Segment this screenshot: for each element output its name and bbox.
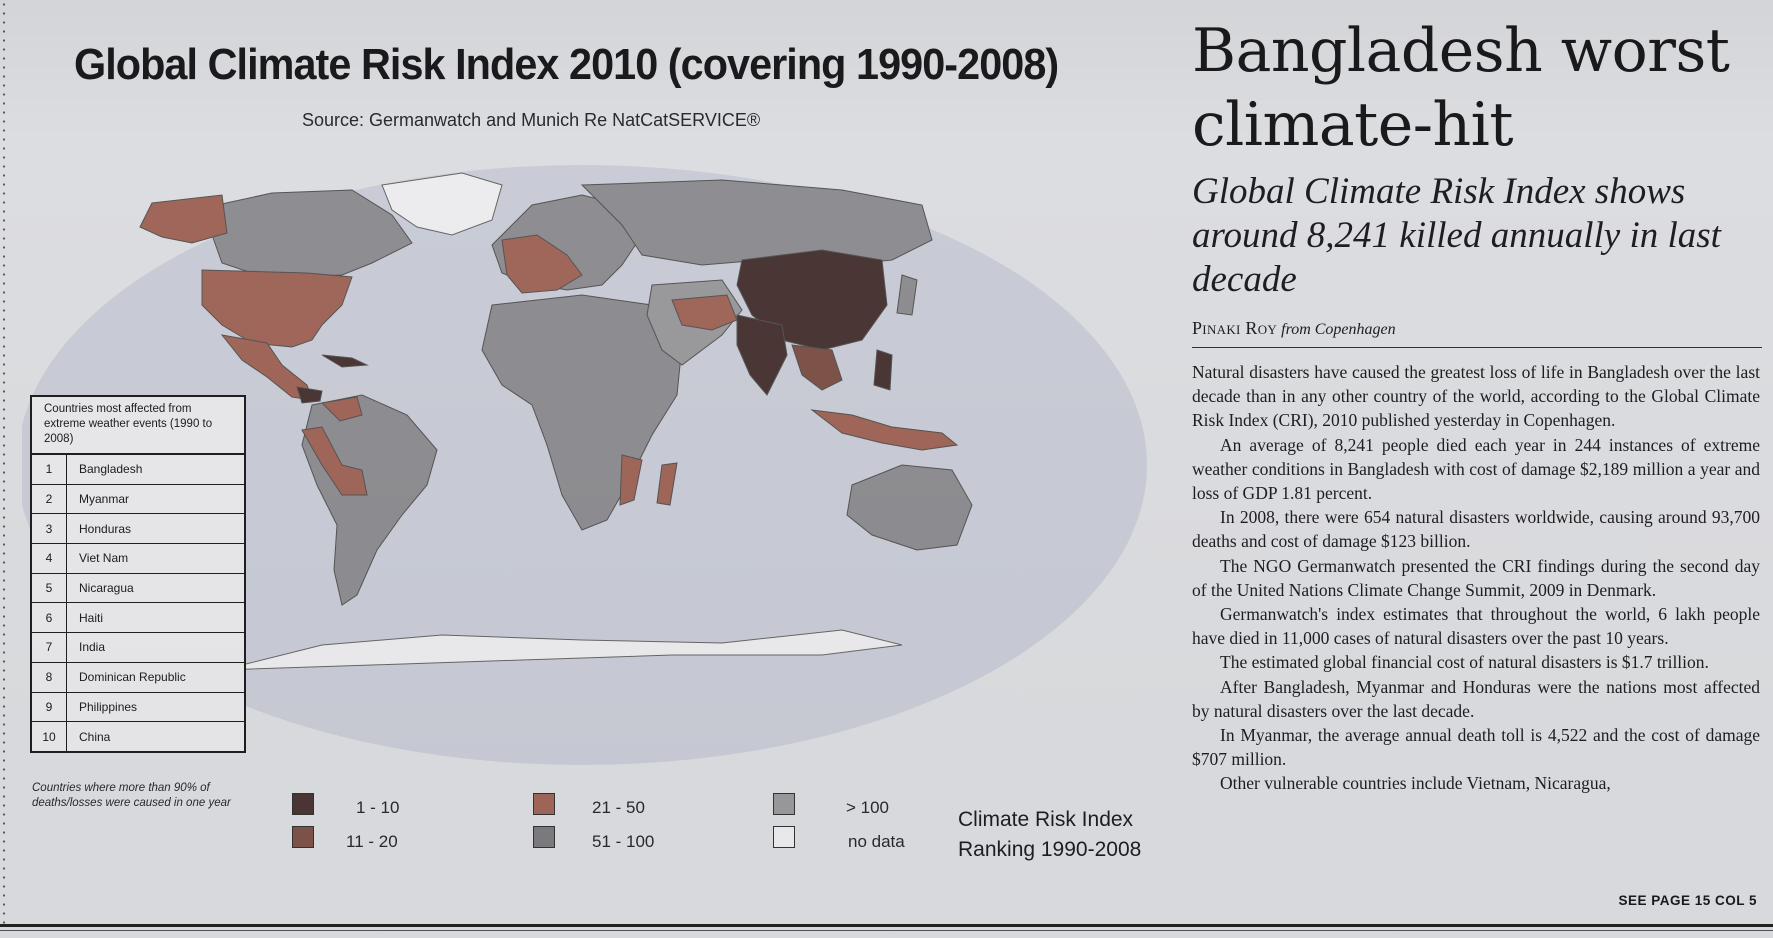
rank-number: 10	[32, 722, 67, 751]
legend-swatch	[292, 793, 314, 815]
article-paragraph: Other vulnerable countries include Vietn…	[1220, 773, 1611, 794]
venezuela	[320, 396, 363, 422]
mozambique	[619, 454, 643, 506]
rank-country: Bangladesh	[79, 462, 143, 477]
rank-number: 2	[32, 484, 67, 514]
honduras	[296, 386, 323, 404]
west-europe	[501, 234, 583, 294]
legend-swatch	[533, 793, 555, 815]
south-america	[301, 394, 438, 606]
legend-swatch	[292, 826, 314, 848]
alaska	[139, 194, 228, 244]
india	[736, 314, 788, 396]
rank-row: 5 Nicaragua	[32, 573, 244, 604]
graphic-title: Global Climate Risk Index 2010 (covering…	[74, 40, 1059, 89]
continued-note: SEE PAGE 15 COL 5	[1618, 893, 1757, 908]
rank-number: 8	[32, 662, 67, 692]
rank-row: 10 China	[32, 722, 244, 751]
ranking-header: Countries most affected from extreme wea…	[32, 397, 244, 455]
legend-title-line1: Climate Risk Index	[958, 808, 1134, 831]
rank-row: 9 Philippines	[32, 692, 244, 723]
madagascar	[656, 462, 678, 506]
bottom-rule-thin	[0, 930, 1773, 931]
legend-label: 1 - 10	[356, 798, 400, 817]
legend-label: 11 - 20	[346, 832, 398, 851]
canada	[211, 189, 413, 278]
headline-line2: climate-hit	[1192, 90, 1513, 160]
legend-swatch	[773, 826, 795, 848]
article-paragraph: The NGO Germanwatch presented the CRI fi…	[1192, 555, 1760, 600]
rank-row: 7 India	[32, 633, 244, 663]
rank-country: China	[79, 729, 111, 744]
greenland	[381, 172, 503, 236]
headline-line1: Bangladesh worst	[1192, 16, 1730, 86]
article-body: Natural disasters have caused the greate…	[1192, 360, 1760, 796]
australia	[846, 464, 973, 551]
legend-title-line2: Ranking 1990-2008	[958, 838, 1142, 861]
legend-label: 51 - 100	[592, 832, 655, 851]
southeast-asia	[791, 344, 843, 391]
byline-author: Pinaki Roy	[1192, 318, 1278, 338]
philippines	[873, 349, 893, 391]
iran-yemen	[671, 294, 738, 331]
japan	[896, 274, 918, 316]
rank-row: 4 Viet Nam	[32, 544, 244, 574]
article-paragraph: An average of 8,241 people died each yea…	[1192, 434, 1760, 504]
article-paragraph: In 2008, there were 654 natural disaster…	[1192, 507, 1760, 552]
rank-row: 3 Honduras	[32, 514, 244, 545]
rank-country: Myanmar	[79, 492, 130, 507]
article-subhead: Global Climate Risk Index shows around 8…	[1192, 171, 1721, 300]
legend-swatch	[533, 826, 555, 848]
rank-country: Dominican Republic	[79, 670, 186, 685]
rank-row: 2 Myanmar	[32, 484, 244, 515]
rank-country: India	[79, 640, 106, 655]
caribbean	[321, 354, 369, 368]
article-paragraph: Germanwatch's index estimates that throu…	[1192, 604, 1760, 649]
rank-number: 3	[32, 514, 67, 544]
legend-swatch	[773, 793, 795, 815]
rank-number: 7	[32, 633, 67, 662]
rank-country: Nicaragua	[79, 581, 134, 596]
rank-country: Viet Nam	[79, 551, 129, 566]
page-perforation	[3, 0, 5, 928]
antarctica	[221, 629, 903, 671]
rank-number: 1	[32, 455, 67, 484]
article-paragraph: The estimated global financial cost of n…	[1220, 652, 1709, 673]
rank-number: 4	[32, 544, 67, 573]
affected-note: Countries where more than 90% of deaths/…	[32, 782, 231, 809]
rank-row: 8 Dominican Republic	[32, 662, 244, 693]
usa	[201, 269, 353, 348]
article-paragraph: After Bangladesh, Myanmar and Honduras w…	[1192, 676, 1760, 721]
rank-row: 6 Haiti	[32, 603, 244, 634]
legend-title: Climate Risk Index Ranking 1990-2008	[958, 805, 1141, 865]
graphic-source: Source: Germanwatch and Munich Re NatCat…	[302, 110, 761, 130]
article-byline: Pinaki Roy from Copenhagen	[1192, 318, 1762, 348]
legend-label: 21 - 50	[592, 798, 645, 817]
article-paragraph: Natural disasters have caused the greate…	[1192, 362, 1760, 431]
peru-bolivia	[301, 426, 368, 496]
rank-number: 5	[32, 573, 67, 603]
article-paragraph: In Myanmar, the average annual death tol…	[1192, 725, 1760, 770]
legend-label: > 100	[846, 798, 890, 817]
ranking-table: Countries most affected from extreme wea…	[30, 395, 246, 753]
byline-location: from Copenhagen	[1281, 321, 1396, 338]
indonesia	[810, 409, 959, 451]
rank-country: Philippines	[79, 699, 138, 714]
world-map	[22, 165, 1147, 765]
legend-label: no data	[848, 832, 905, 851]
rank-number: 9	[32, 692, 67, 722]
bottom-rule	[0, 924, 1773, 927]
article-headline: Bangladesh worst climate-hit	[1192, 14, 1772, 162]
rank-row: 1 Bangladesh	[32, 455, 244, 485]
rank-country: Haiti	[79, 610, 104, 625]
rank-country: Honduras	[79, 521, 132, 536]
rank-number: 6	[32, 603, 67, 633]
